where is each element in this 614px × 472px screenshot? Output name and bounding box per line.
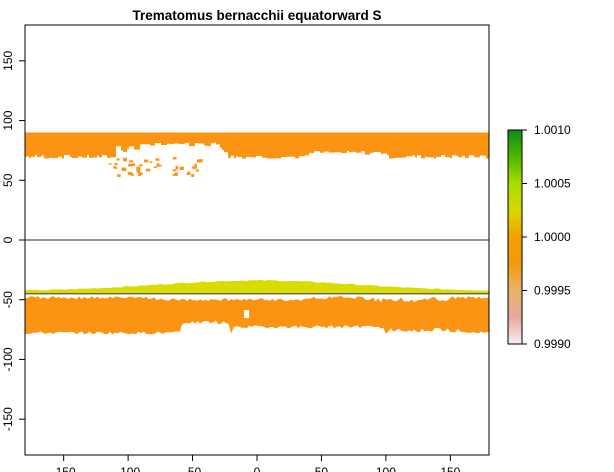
x-tick-label: 0 [254, 465, 261, 472]
x-tick-label: 150 [440, 465, 460, 472]
colorbar-tick-label: 1.0010 [534, 123, 571, 137]
y-tick-label: -150 [1, 407, 15, 431]
colorbar-legend: 0.9990 0.9995 1.0000 1.0005 1.0010 [507, 123, 571, 351]
chart-title: Trematomus bernacchii equatorward S [132, 8, 381, 23]
y-tick-label: -100 [1, 347, 15, 371]
region-southern-equatorward-band [25, 279, 489, 294]
x-tick-label: 100 [376, 465, 396, 472]
colorbar-tick-label: 0.9990 [534, 337, 571, 351]
y-tick-label: -50 [1, 291, 15, 309]
colorbar-tick-label: 1.0000 [534, 230, 571, 244]
plot-area [24, 24, 490, 456]
y-tick-label: 150 [1, 51, 15, 71]
region-northern-band [25, 132, 489, 159]
colorbar-tick-label: 0.9995 [534, 284, 571, 298]
x-axis: -150 -100 -50 0 50 100 150 [52, 455, 461, 472]
y-tick-label: 50 [1, 173, 15, 187]
y-tick-label: 100 [1, 110, 15, 130]
x-tick-label: -100 [116, 465, 140, 472]
colorbar [507, 129, 523, 345]
y-axis: -150 -100 -50 0 50 100 150 [1, 51, 25, 431]
region-southern-band [25, 296, 489, 335]
x-tick-label: -150 [52, 465, 76, 472]
y-tick-label: 0 [1, 236, 15, 243]
x-tick-label: -50 [184, 465, 202, 472]
colorbar-tick-label: 1.0005 [534, 177, 571, 191]
x-tick-label: 50 [315, 465, 329, 472]
northern-band-land-mask [25, 142, 490, 177]
